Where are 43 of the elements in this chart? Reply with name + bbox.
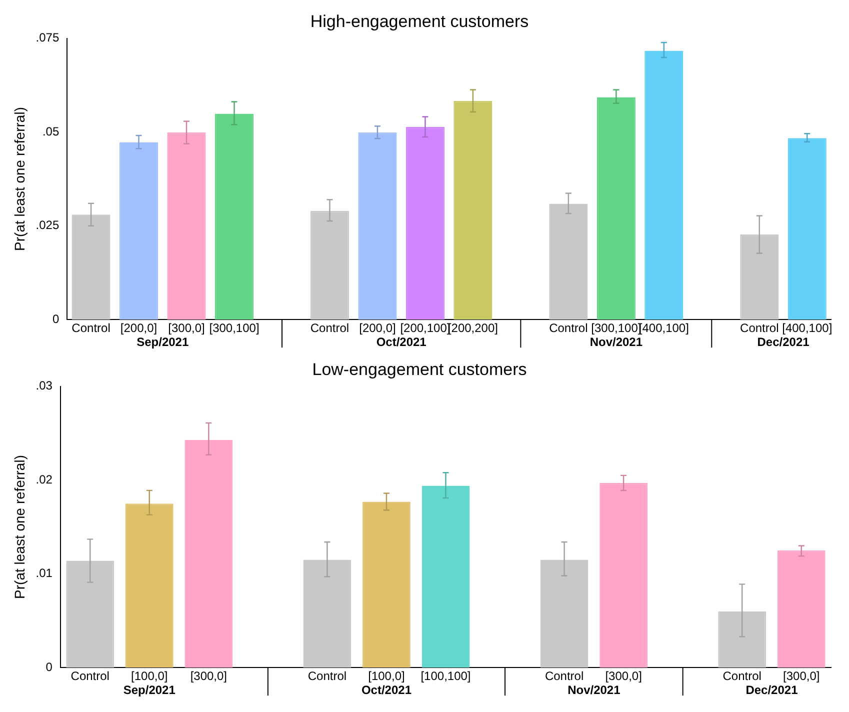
x-tick-label: Control <box>70 669 110 684</box>
text: Nov/2021 <box>590 334 643 349</box>
x-tick-label: [300,100] <box>591 321 642 336</box>
x-tick-label: [300,100] <box>209 321 260 336</box>
text: Sep/2021 <box>136 334 189 349</box>
text: Sep/2021 <box>123 682 176 697</box>
text: Dec/2021 <box>757 334 810 349</box>
y-tick-label: 0 <box>52 312 60 326</box>
x-tick-label: [100,100] <box>420 669 471 684</box>
x-tick-label: Control <box>740 321 779 336</box>
text: Nov/2021 <box>568 682 621 697</box>
x-tick-label: [300,0] <box>168 321 205 336</box>
x-tick-label: [300,0] <box>783 669 820 684</box>
x-tick-label: [200,100] <box>400 321 450 336</box>
x-tick-label: Control <box>544 669 584 684</box>
x-tick-label: [300,0] <box>605 669 642 684</box>
y-tick-label: .05 <box>42 124 60 138</box>
y-tick-label: .03 <box>36 378 53 393</box>
y-tick-label: .025 <box>36 218 60 232</box>
text: Dec/2021 <box>746 682 798 697</box>
y-tick-label: .01 <box>36 566 53 580</box>
x-tick-label: [400,100] <box>638 321 689 336</box>
x-tick-label: Control <box>310 321 350 336</box>
chart-title: High-engagement customers <box>310 12 529 31</box>
y-tick-label: .075 <box>36 30 60 45</box>
y-axis-title: Pr(at least one referral) <box>11 455 28 599</box>
x-tick-label: [200,0] <box>120 321 158 336</box>
chart-title: Low-engagement customers <box>312 360 527 379</box>
x-tick-label: Control <box>722 669 762 684</box>
x-tick-label: Control <box>308 669 347 684</box>
y-tick-label: 0 <box>46 660 53 674</box>
y-tick-label: .02 <box>36 472 53 486</box>
x-tick-label: [100,0] <box>368 669 405 684</box>
x-tick-label: [200,0] <box>359 321 396 336</box>
x-tick-label: [300,0] <box>190 669 228 684</box>
x-tick-label: [400,100] <box>782 321 832 336</box>
text: Oct/2021 <box>376 334 427 349</box>
x-tick-label: Control <box>72 321 110 336</box>
x-tick-label: [200,200] <box>448 321 498 336</box>
x-tick-label: Control <box>549 321 588 336</box>
y-axis-title: Pr(at least one referral) <box>11 107 28 251</box>
x-tick-label: [100,0] <box>131 669 168 684</box>
text: Oct/2021 <box>361 682 412 697</box>
